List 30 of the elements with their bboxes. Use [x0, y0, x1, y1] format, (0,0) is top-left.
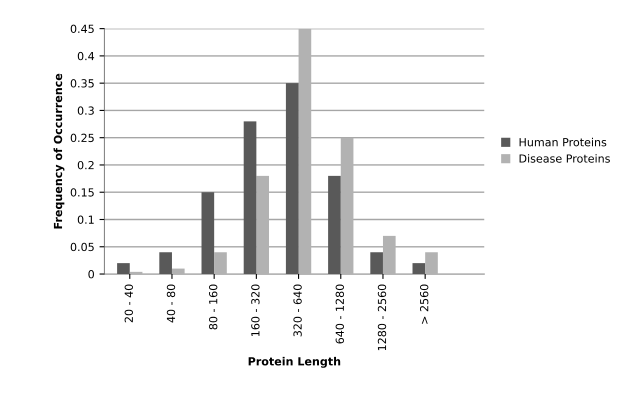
- y-tick-label: 0.35: [70, 79, 94, 88]
- y-tick-label: 0.05: [70, 242, 94, 252]
- bar: [370, 252, 383, 274]
- legend-label: Disease Proteins: [520, 154, 610, 163]
- y-tick-label: 0.2: [78, 160, 94, 170]
- bar: [202, 192, 214, 274]
- y-tick-label: 0.45: [70, 24, 94, 34]
- x-tick-label: 40 - 80: [166, 284, 176, 323]
- x-axis-title: Protein Length: [248, 356, 340, 368]
- y-tick-label: 0: [88, 270, 94, 278]
- x-tick-label: 1280 - 2560: [378, 284, 386, 350]
- x-tick-label: 640 - 1280: [336, 284, 344, 344]
- x-tick-label: 20 - 40: [124, 284, 133, 322]
- y-axis-title: Frequency of Occurrence: [54, 74, 64, 228]
- bar: [328, 176, 341, 274]
- bar: [286, 83, 299, 274]
- bar: [244, 121, 256, 274]
- y-tick-label: 0.3: [78, 106, 94, 115]
- y-tick-label: 0.25: [70, 134, 94, 142]
- bar: [117, 263, 130, 274]
- y-tick-label: 0.4: [78, 52, 94, 60]
- bar: [412, 263, 426, 274]
- x-tick-label: 160 - 320: [251, 284, 260, 336]
- y-tick-label: 0.15: [70, 188, 94, 197]
- bar: [159, 252, 172, 274]
- x-tick-label: 320 - 640: [293, 284, 302, 336]
- legend-label: Human Proteins: [520, 138, 606, 146]
- y-tick-label: 0.1: [78, 215, 94, 224]
- x-tick-label: 80 - 160: [208, 284, 218, 330]
- x-tick-label: > 2560: [420, 284, 428, 324]
